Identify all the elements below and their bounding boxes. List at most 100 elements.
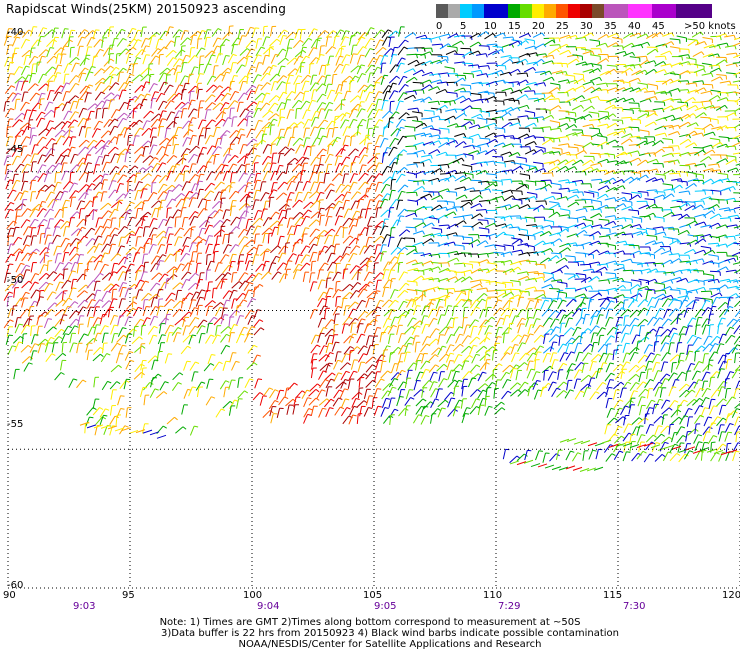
wind-barb (78, 72, 83, 83)
wind-barb (703, 149, 713, 156)
wind-barb-flag (336, 136, 341, 140)
wind-barb (231, 37, 238, 47)
wind-barb (67, 36, 71, 47)
wind-barb (525, 82, 536, 86)
wind-barb (502, 143, 512, 148)
wind-barb (533, 204, 543, 211)
wind-barb (237, 29, 241, 40)
wind-barb-flag (364, 172, 369, 176)
wind-barb (365, 64, 372, 74)
wind-barb (171, 184, 180, 192)
wind-barb (270, 144, 273, 155)
wind-barb (694, 163, 705, 167)
wind-barb-flag (461, 157, 465, 162)
wind-barb-flag (218, 53, 223, 55)
wind-barb (309, 200, 318, 209)
wind-barb-flag (65, 237, 70, 241)
wind-barb (60, 148, 69, 156)
wind-barb (212, 85, 220, 94)
wind-barb (116, 200, 120, 211)
wind-barb-flag (300, 216, 305, 220)
wind-barb (555, 71, 566, 75)
wind-barb-flag (364, 181, 369, 185)
wind-barb (211, 201, 220, 209)
wind-barb-flag (404, 184, 409, 188)
wind-barb-flag (332, 202, 336, 207)
wind-barb (262, 110, 271, 118)
wind-barb-flag (57, 245, 62, 248)
wind-barb-flag (549, 70, 553, 75)
wind-barb (516, 156, 527, 159)
wind-barb-flag (319, 181, 324, 184)
wind-barb (724, 197, 735, 201)
wind-barb-flag (414, 135, 417, 140)
wind-barb (299, 47, 304, 58)
wind-barb (573, 95, 583, 101)
wind-barb-flag (574, 166, 578, 171)
wind-barb (493, 32, 504, 38)
wind-barb (77, 46, 81, 57)
wind-barb-flag (211, 54, 216, 57)
wind-barb (358, 172, 366, 182)
wind-barb-flag (225, 55, 230, 57)
wind-barb (710, 169, 721, 172)
wind-barb-flag (583, 229, 588, 234)
wind-barb (309, 146, 312, 157)
wind-barb-flag (306, 254, 311, 257)
wind-barb (527, 97, 538, 100)
wind-barb-flag (282, 35, 287, 37)
wind-barb (605, 68, 615, 75)
wind-barb (715, 104, 726, 111)
wind-barb (429, 140, 440, 145)
wind-barb-flag (664, 55, 667, 61)
wind-barb (645, 240, 655, 245)
wind-barb (380, 75, 385, 85)
wind-barb (532, 230, 543, 236)
wind-barb-flag (43, 218, 48, 222)
wind-barb (14, 112, 23, 121)
wind-barb (357, 32, 366, 41)
wind-barb (156, 254, 164, 264)
wind-barb (189, 216, 195, 226)
wind-barb (366, 226, 369, 236)
wind-barb (628, 177, 638, 184)
wind-barb-flag (253, 101, 258, 105)
wind-barb (678, 54, 689, 57)
wind-barb-flag (703, 112, 707, 116)
wind-barb (543, 219, 554, 223)
wind-barb (286, 181, 292, 191)
wind-barb (276, 81, 283, 91)
wind-barb (637, 82, 648, 85)
wind-barb-flag (663, 61, 667, 65)
wind-barb (140, 211, 149, 220)
wind-barb (221, 108, 225, 119)
wind-barb (140, 188, 144, 199)
wind-barb (374, 39, 381, 50)
wind-barb-flag (501, 196, 505, 201)
wind-barb-flag (527, 53, 531, 58)
wind-barb (45, 138, 53, 147)
wind-barb (37, 164, 43, 174)
wind-barb-flag (45, 184, 49, 188)
wind-barb (367, 108, 374, 119)
wind-barb (462, 236, 473, 239)
wind-barb-flag (346, 54, 351, 57)
wind-barb-flag (567, 136, 570, 141)
wind-barb (565, 132, 576, 137)
wind-barb-flag (49, 101, 54, 104)
wind-barb-flag (695, 72, 698, 77)
wind-barb (54, 219, 61, 228)
wind-barb (139, 99, 144, 109)
wind-barb (631, 231, 642, 235)
wind-barb (532, 32, 543, 38)
wind-barb-flag (276, 73, 281, 77)
wind-barb (443, 137, 455, 140)
wind-barb (413, 180, 424, 183)
wind-barb-flag (136, 252, 141, 254)
wind-barb (54, 172, 57, 183)
wind-barb (374, 220, 383, 228)
wind-barb-flag (178, 236, 183, 239)
wind-barb-flag (42, 208, 47, 211)
wind-barb (76, 226, 83, 237)
wind-barb (708, 242, 719, 245)
